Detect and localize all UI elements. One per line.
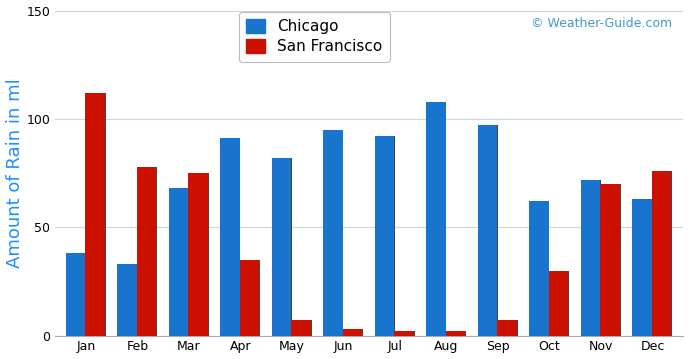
Bar <box>324 130 344 336</box>
Bar <box>375 136 395 336</box>
Bar <box>446 331 466 336</box>
Bar <box>118 264 137 336</box>
Bar <box>375 136 394 336</box>
Bar <box>652 171 671 336</box>
Bar <box>137 167 157 336</box>
Bar <box>497 321 517 336</box>
Bar <box>344 329 363 336</box>
Bar <box>323 130 343 336</box>
Bar <box>117 264 137 336</box>
Bar <box>221 139 241 336</box>
Bar <box>653 171 672 336</box>
Bar <box>529 201 549 336</box>
Y-axis label: Amount of Rain in ml: Amount of Rain in ml <box>6 78 23 268</box>
Bar <box>446 331 465 336</box>
Bar <box>188 173 208 336</box>
Bar <box>168 188 188 336</box>
Text: © Weather-Guide.com: © Weather-Guide.com <box>531 17 672 30</box>
Legend: Chicago, San Francisco: Chicago, San Francisco <box>239 12 390 62</box>
Bar <box>633 199 653 336</box>
Bar <box>549 271 569 336</box>
Bar <box>530 201 549 336</box>
Bar <box>220 139 239 336</box>
Bar <box>478 125 498 336</box>
Bar <box>498 321 518 336</box>
Bar <box>272 158 291 336</box>
Bar <box>343 329 362 336</box>
Bar <box>427 102 446 336</box>
Bar <box>292 321 312 336</box>
Bar <box>581 180 600 336</box>
Bar <box>189 173 208 336</box>
Bar <box>239 260 259 336</box>
Bar <box>582 180 601 336</box>
Bar <box>394 331 414 336</box>
Bar <box>632 199 652 336</box>
Bar <box>273 158 292 336</box>
Bar <box>291 321 310 336</box>
Bar <box>86 93 106 336</box>
Bar <box>600 184 620 336</box>
Bar <box>549 271 569 336</box>
Bar <box>66 253 85 336</box>
Bar <box>477 125 497 336</box>
Bar <box>170 188 189 336</box>
Bar <box>601 184 620 336</box>
Bar <box>137 167 156 336</box>
Bar <box>241 260 260 336</box>
Bar <box>426 102 446 336</box>
Bar <box>395 331 415 336</box>
Bar <box>66 253 86 336</box>
Bar <box>85 93 105 336</box>
